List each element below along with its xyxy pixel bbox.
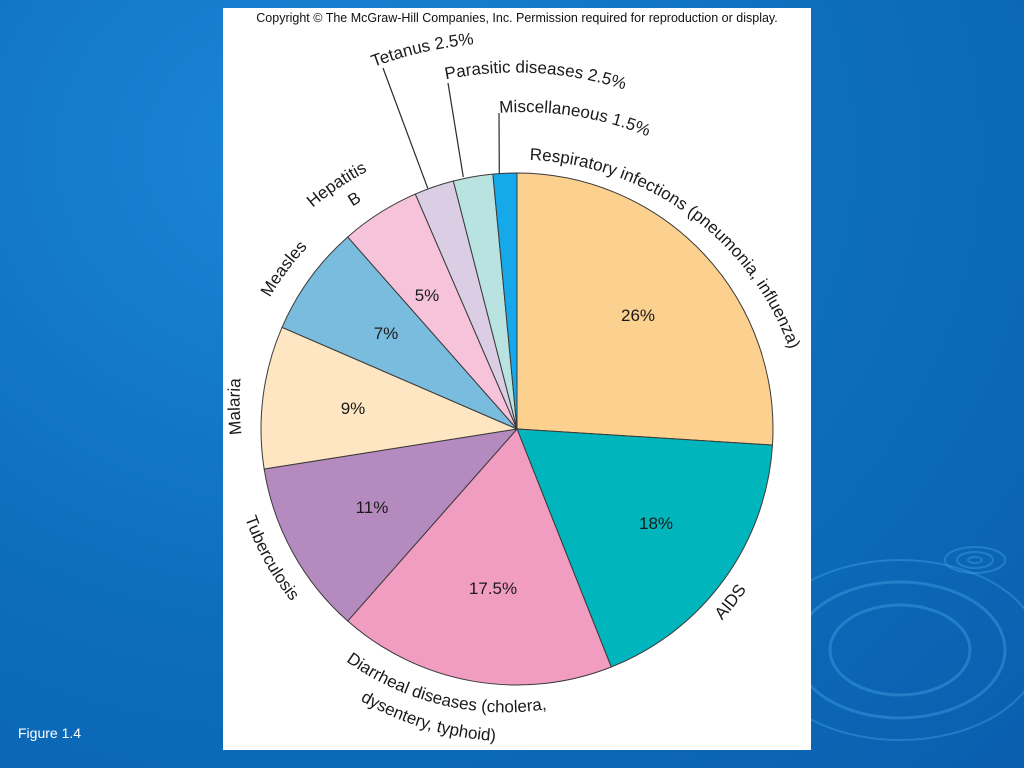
- pie-slices: [260, 172, 774, 686]
- slice-value-label-measles: 7%: [374, 324, 399, 343]
- copyright-notice: Copyright © The McGraw-Hill Companies, I…: [256, 11, 778, 25]
- pie-slice-diarrheal: [346, 428, 612, 686]
- pie-slice-respiratory: [516, 172, 774, 446]
- slice-value-label-malaria: 9%: [341, 399, 366, 418]
- pie-slice-measles: [281, 236, 518, 430]
- pie-slice-malaria: [260, 326, 519, 470]
- slice-value-label-diarrheal: 17.5%: [469, 579, 517, 598]
- slice-value-label-hepatitis: 5%: [415, 286, 440, 305]
- leader-lines: [382, 67, 500, 189]
- category-label-malaria: Malaria: [225, 377, 246, 436]
- category-label-parasitic: Parasitic diseases 2.5%: [443, 58, 629, 94]
- pie-slice-tuberculosis: [263, 428, 519, 622]
- pie-slice-aids: [516, 428, 774, 668]
- slice-value-label-respiratory: 26%: [621, 306, 655, 325]
- figure-panel: Copyright © The McGraw-Hill Companies, I…: [223, 8, 811, 750]
- figure-caption: Figure 1.4: [18, 725, 82, 741]
- category-label-hepatitis-line2: B: [344, 188, 364, 210]
- slice-value-label-aids: 18%: [639, 514, 673, 533]
- pie-chart: Respiratory infections (pneumonia, influ…: [225, 29, 804, 745]
- percent-labels: 26% 18% 17.5% 11% 9% 7% 5%: [341, 286, 673, 598]
- slice-value-label-tuberculosis: 11%: [356, 498, 389, 517]
- pie-slice-miscellaneous: [492, 172, 518, 430]
- category-label-miscellaneous: Miscellaneous 1.5%: [499, 97, 653, 140]
